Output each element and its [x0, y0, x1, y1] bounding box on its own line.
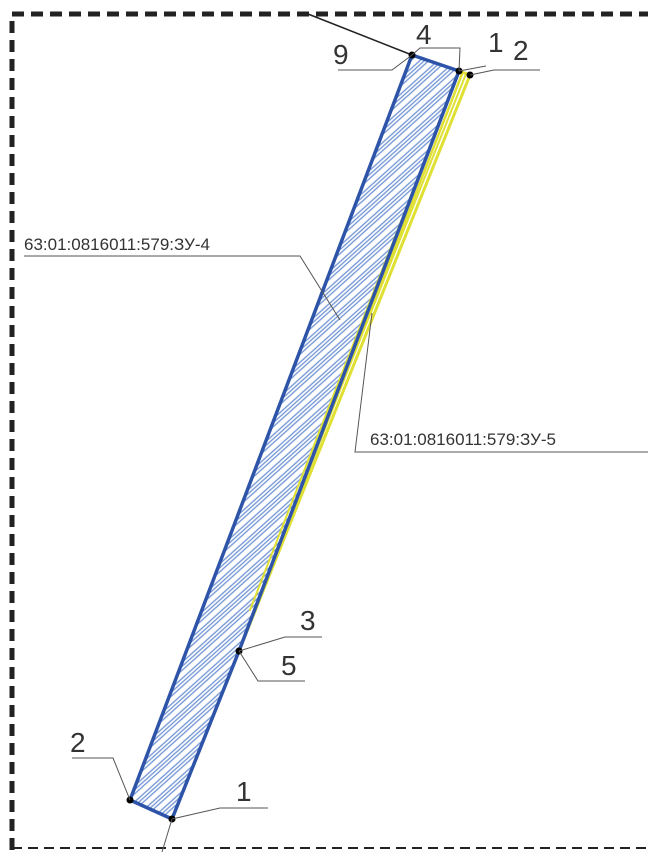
label-point-1-bottom: 1: [236, 776, 252, 807]
plot-zu4-hatch: [130, 55, 459, 819]
plot-zu4-boundary: [128, 53, 461, 821]
label-point-9: 9: [333, 39, 349, 70]
label-cadastral-zu5: 63:01:0816011:579:ЗУ-5: [370, 430, 556, 449]
label-point-2-bottom: 2: [70, 727, 86, 758]
label-cadastral-zu4: 63:01:0816011:579:ЗУ-4: [24, 235, 210, 254]
leader-lines: [24, 47, 648, 852]
label-point-1-top: 1: [488, 27, 504, 58]
label-point-2-top: 2: [513, 35, 529, 66]
label-point-4: 4: [416, 19, 432, 50]
dashed-frame: [9, 11, 648, 850]
label-point-3: 3: [300, 605, 316, 636]
external-line-top: [307, 13, 413, 56]
label-point-5: 5: [281, 650, 297, 681]
